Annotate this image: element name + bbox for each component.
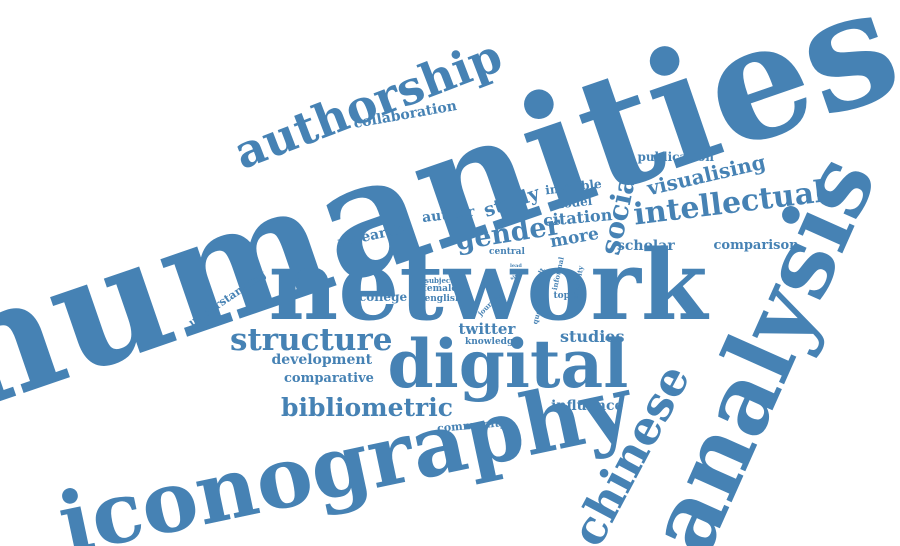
word-publication: publication [637,150,715,164]
word-topic: topic [553,290,579,301]
word-female: female [423,283,458,294]
word-influence: influence [551,398,624,414]
word-comparative: comparative [284,370,374,386]
word-network: network [268,229,708,342]
word-central: central [489,246,525,257]
word-structure: structure [230,321,393,358]
word-college: college [359,290,408,304]
word-knowledge: knowledge [465,336,519,347]
word-studies: studies [560,327,625,346]
word-lead: lead [510,262,522,269]
word-subject: subject [425,275,454,285]
word-twitter: twitter [458,319,516,338]
word-english: english [424,293,462,304]
word-comparison: comparison [713,237,799,253]
word-bibliometric: bibliometric [281,392,453,422]
word-development: development [271,352,373,368]
word-scholar: scholar [617,238,675,254]
word-digital: digital [387,325,629,403]
